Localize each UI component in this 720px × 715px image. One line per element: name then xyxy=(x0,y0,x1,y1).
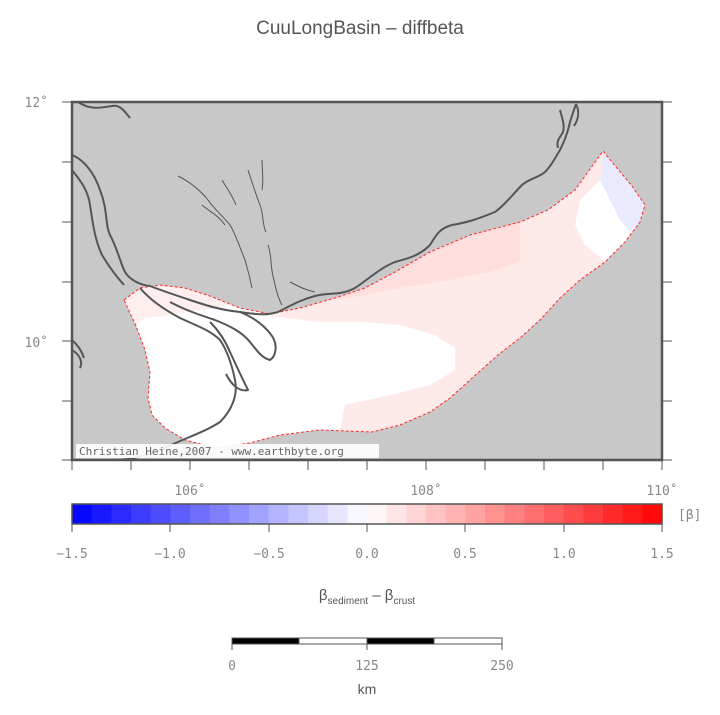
scale-tick-label: 125 xyxy=(355,659,378,674)
colorbar-cell xyxy=(347,504,368,524)
lon-label-106: 106˚ xyxy=(174,483,205,499)
colorbar-cell xyxy=(170,504,191,524)
subscript-crust: crust xyxy=(393,596,415,607)
basin-positive-zone xyxy=(270,151,605,432)
colorbar-tick-label: 0.5 xyxy=(453,547,476,562)
basin-negative-zone xyxy=(600,151,645,232)
map-panel: Christian Heine,2007 - www.earthbyte.org xyxy=(72,102,662,460)
colorbar-cell xyxy=(563,504,584,524)
basin-outline xyxy=(123,150,646,449)
colorbar-tick-label: 1.5 xyxy=(650,547,673,562)
colorbar-cell xyxy=(504,504,525,524)
colorbar-cell xyxy=(544,504,565,524)
colorbar-label: βsediment – βcrust xyxy=(319,587,415,607)
colorbar-cell xyxy=(209,504,230,524)
colorbar-cell xyxy=(190,504,211,524)
lon-label-108: 108˚ xyxy=(410,483,441,499)
colorbar-cell xyxy=(72,504,93,524)
basin-stronger-positive-zone xyxy=(330,222,520,300)
scale-bar xyxy=(231,637,503,650)
colorbar-cell xyxy=(583,504,604,524)
colorbar-tick-label: −1.5 xyxy=(56,547,87,562)
scale-segment xyxy=(366,637,435,645)
colorbar-cell xyxy=(642,504,663,524)
lat-label-10: 10˚ xyxy=(25,335,48,351)
colorbar-cell xyxy=(445,504,466,524)
scale-segment xyxy=(433,637,503,645)
colorbar-cell xyxy=(485,504,506,524)
scale-segment xyxy=(231,637,300,645)
colorbar-cell xyxy=(288,504,309,524)
lon-label-110: 110˚ xyxy=(646,483,677,499)
scale-unit: km xyxy=(358,681,377,697)
scale-tick-label: 0 xyxy=(228,659,236,674)
colorbar-cell xyxy=(111,504,132,524)
colorbar-cell xyxy=(524,504,545,524)
lat-label-12: 12˚ xyxy=(25,95,48,111)
scale-segment xyxy=(298,637,368,645)
colorbar-cell xyxy=(150,504,171,524)
colorbar-cell xyxy=(465,504,486,524)
colorbar-cell xyxy=(327,504,348,524)
subscript-sediment: sediment xyxy=(328,596,369,607)
colorbar-cell xyxy=(367,504,388,524)
colorbar-unit: [β] xyxy=(678,508,701,523)
colorbar-cell xyxy=(249,504,270,524)
colorbar-cell xyxy=(406,504,427,524)
colorbar-cell xyxy=(308,504,329,524)
colorbar-cell xyxy=(131,504,152,524)
colorbar-cell xyxy=(91,504,112,524)
colorbar-tick-label: 1.0 xyxy=(552,547,575,562)
rivers xyxy=(177,159,316,306)
colorbar-tick-label: −1.0 xyxy=(154,547,185,562)
beta-symbol: β xyxy=(319,587,328,604)
colorbar-cell xyxy=(229,504,250,524)
frame-ticks xyxy=(62,101,672,470)
credit-background xyxy=(76,444,379,458)
beta-symbol: β xyxy=(385,587,394,604)
colorbar-cell xyxy=(603,504,624,524)
colorbar xyxy=(72,504,663,524)
colorbar-cell xyxy=(622,504,643,524)
colorbar-cell xyxy=(268,504,289,524)
map-title: CuuLongBasin – diffbeta xyxy=(256,18,464,39)
colorbar-ticks xyxy=(71,524,663,532)
colorbar-tick-label: −0.5 xyxy=(253,547,284,562)
colorbar-tick-label: 0.0 xyxy=(355,547,378,562)
colorbar-cell xyxy=(426,504,447,524)
credit-text: Christian Heine,2007 - www.earthbyte.org xyxy=(79,445,344,458)
minus-sign: – xyxy=(368,587,385,604)
colorbar-cell xyxy=(386,504,407,524)
scale-tick-label: 250 xyxy=(490,659,513,674)
